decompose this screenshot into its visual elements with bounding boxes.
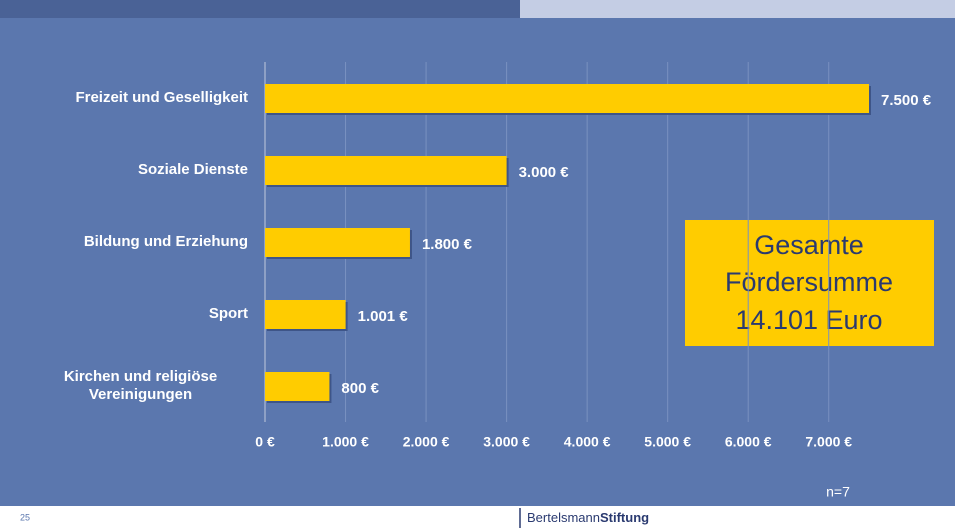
x-tick-label: 2.000 € <box>403 434 450 450</box>
sample-note: n=7 <box>826 484 850 500</box>
total-line: 14.101 Euro <box>735 305 882 335</box>
category-label: Sport <box>0 305 248 323</box>
bar <box>265 84 869 113</box>
value-label: 7.500 € <box>881 92 932 109</box>
x-tick-label: 0 € <box>255 434 275 450</box>
value-label: 1.001 € <box>358 308 409 325</box>
total-line: Gesamte <box>754 230 864 260</box>
bar <box>265 156 507 185</box>
top-bar-light <box>520 0 955 18</box>
x-tick-label: 1.000 € <box>322 434 369 450</box>
x-tick-label: 5.000 € <box>644 434 691 450</box>
brand: BertelsmannStiftung <box>527 510 649 525</box>
value-label: 800 € <box>341 380 379 397</box>
category-text: Kirchen und religiöse Vereinigungen <box>63 368 218 403</box>
bar <box>265 228 410 257</box>
total-line: Fördersumme <box>725 267 893 297</box>
bar <box>265 372 330 401</box>
x-tick-label: 6.000 € <box>725 434 772 450</box>
category-text: Soziale Dienste <box>137 161 248 178</box>
value-label: 3.000 € <box>519 164 570 181</box>
category-text: Bildung und Erziehung <box>83 233 248 250</box>
total-box <box>685 220 934 346</box>
page-number: 25 <box>20 512 30 522</box>
x-tick-label: 3.000 € <box>483 434 530 450</box>
top-bar <box>0 0 520 18</box>
category-label: Kirchen und religiöse Vereinigungen <box>0 368 248 404</box>
x-tick-label: 7.000 € <box>805 434 852 450</box>
category-label: Bildung und Erziehung <box>0 233 248 251</box>
category-text: Sport <box>208 305 248 322</box>
x-tick-label: 4.000 € <box>564 434 611 450</box>
category-label: Freizeit und Geselligkeit <box>0 89 248 107</box>
value-label: 1.800 € <box>422 236 473 253</box>
category-label: Soziale Dienste <box>0 161 248 179</box>
bar <box>265 300 346 329</box>
category-text: Freizeit und Geselligkeit <box>75 89 248 106</box>
